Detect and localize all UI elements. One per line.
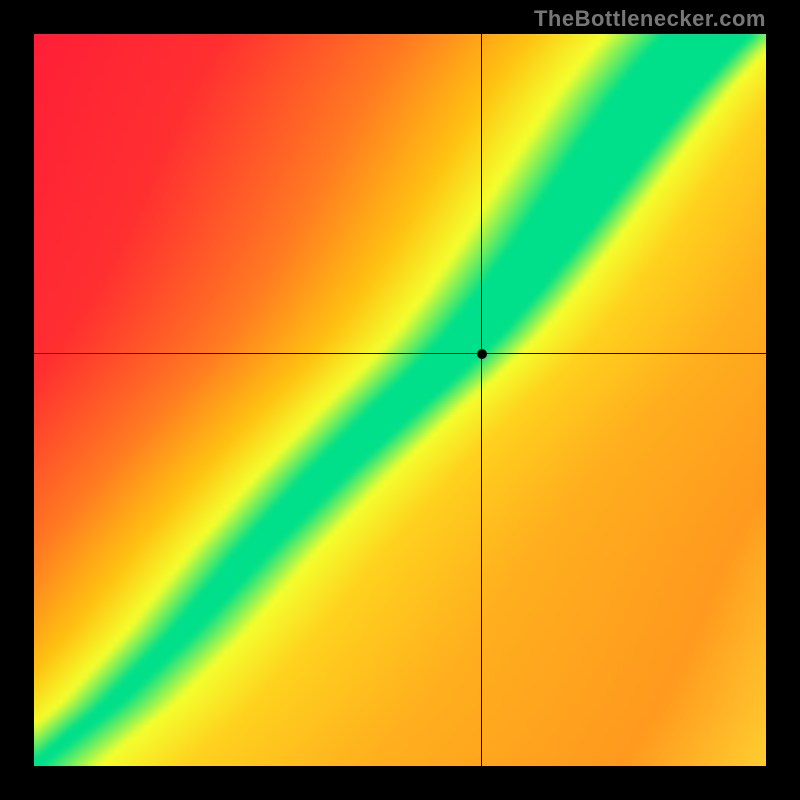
crosshair-horizontal <box>34 353 766 354</box>
crosshair-marker <box>477 349 487 359</box>
watermark-text: TheBottlenecker.com <box>534 6 766 32</box>
heatmap-canvas <box>34 34 766 766</box>
crosshair-vertical <box>481 34 482 766</box>
bottleneck-heatmap <box>34 34 766 766</box>
